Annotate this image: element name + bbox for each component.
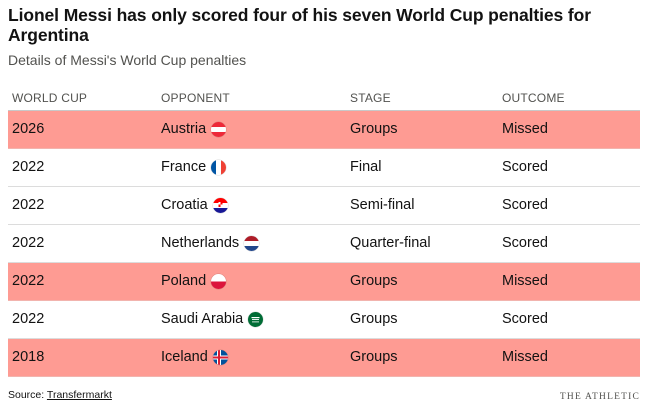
cell-outcome: Missed — [502, 349, 548, 365]
austria-flag-icon — [211, 122, 227, 137]
cell-year: 2022 — [12, 159, 45, 175]
header-stage: STAGE — [350, 91, 391, 105]
croatia-flag-icon — [212, 198, 228, 213]
poland-flag-icon — [211, 274, 227, 289]
opponent-name: Netherlands — [161, 235, 240, 251]
cell-year: 2018 — [12, 349, 45, 365]
netherlands-flag-icon — [244, 236, 260, 251]
cell-stage: Final — [350, 159, 382, 175]
opponent-name: France — [161, 159, 207, 175]
france-flag-icon — [211, 160, 227, 175]
penalties-table: WORLD CUP OPPONENT STAGE OUTCOME 2026 Au… — [8, 88, 640, 377]
chart-subtitle: Details of Messi's World Cup penalties — [8, 52, 247, 68]
table-header: WORLD CUP OPPONENT STAGE OUTCOME — [8, 88, 640, 111]
cell-opponent: Iceland — [161, 349, 228, 366]
brand-logo: THE ATHLETIC — [559, 392, 640, 402]
table-row: 2022 Netherlands Quarter-final Scored — [8, 225, 640, 263]
table-row: 2022 Saudi Arabia Groups Scored — [8, 301, 640, 339]
cell-year: 2026 — [12, 121, 45, 137]
cell-opponent: Netherlands — [161, 235, 260, 252]
source-note: Source: Transfermarkt — [8, 389, 112, 401]
cell-stage: Groups — [350, 121, 398, 137]
cell-outcome: Scored — [502, 197, 548, 213]
table-row: 2022 France Final Scored — [8, 149, 640, 187]
source-label: Source: — [8, 389, 45, 401]
cell-stage: Groups — [350, 349, 398, 365]
cell-opponent: Saudi Arabia — [161, 311, 264, 328]
cell-year: 2022 — [12, 197, 45, 213]
iceland-flag-icon — [212, 350, 228, 365]
cell-outcome: Scored — [502, 159, 548, 175]
cell-outcome: Scored — [502, 235, 548, 251]
cell-year: 2022 — [12, 273, 45, 289]
cell-opponent: Austria — [161, 121, 227, 138]
table-row: 2022 Croatia Semi-final Scored — [8, 187, 640, 225]
cell-outcome: Missed — [502, 273, 548, 289]
header-world-cup: WORLD CUP — [12, 91, 88, 105]
cell-stage: Groups — [350, 273, 398, 289]
table-row: 2022 Poland Groups Missed — [8, 263, 640, 301]
opponent-name: Croatia — [161, 197, 208, 213]
cell-opponent: France — [161, 159, 227, 176]
saudi-arabia-flag-icon — [248, 312, 264, 327]
chart-title: Lionel Messi has only scored four of his… — [8, 5, 591, 45]
cell-outcome: Missed — [502, 121, 548, 137]
cell-outcome: Scored — [502, 311, 548, 327]
table-row: 2026 Austria Groups Missed — [8, 111, 640, 149]
cell-stage: Groups — [350, 311, 398, 327]
cell-year: 2022 — [12, 235, 45, 251]
opponent-name: Saudi Arabia — [161, 311, 244, 327]
header-outcome: OUTCOME — [502, 91, 565, 105]
table-row: 2018 Iceland Groups Missed — [8, 339, 640, 377]
cell-year: 2022 — [12, 311, 45, 327]
opponent-name: Austria — [161, 121, 207, 137]
opponent-name: Poland — [161, 273, 207, 289]
cell-opponent: Croatia — [161, 197, 228, 214]
opponent-name: Iceland — [161, 349, 208, 365]
cell-stage: Semi-final — [350, 197, 415, 213]
header-opponent: OPPONENT — [161, 91, 230, 105]
source-link[interactable]: Transfermarkt — [46, 389, 112, 401]
cell-stage: Quarter-final — [350, 235, 431, 251]
cell-opponent: Poland — [161, 273, 227, 290]
